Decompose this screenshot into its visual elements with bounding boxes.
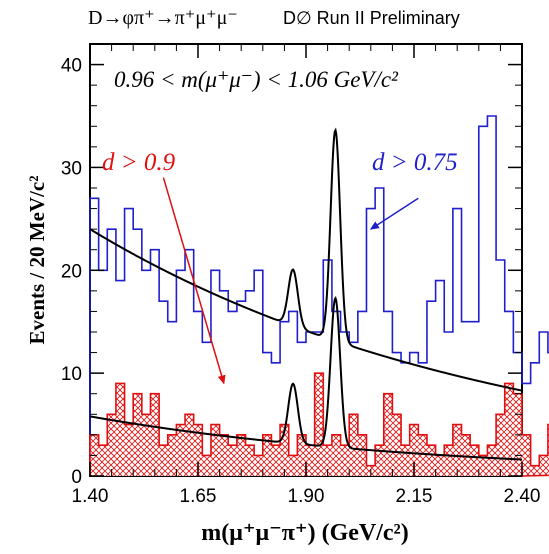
bin-d-0-9-21 — [271, 445, 281, 476]
bin-d-0-9-48 — [504, 383, 514, 476]
y-tick-label-1: 10 — [61, 364, 82, 385]
x-tick-label-4: 2.40 — [504, 486, 541, 507]
bin-d-0-9-29 — [340, 445, 350, 476]
histogram-outline-d-0-75 — [89, 115, 549, 477]
annotation-d-0-9: d > 0.9 — [102, 149, 176, 176]
y-tick-label-4: 40 — [61, 56, 82, 77]
y-axis-label: Events / 20 MeV/c² — [25, 175, 49, 344]
bin-d-0-9-16 — [228, 445, 237, 476]
bin-d-0-9-40 — [435, 455, 445, 476]
bin-d-0-9-14 — [210, 424, 220, 476]
bin-d-0-9-9 — [167, 434, 177, 476]
bin-d-0-9-35 — [392, 414, 402, 476]
x-tick-label-1: 1.65 — [180, 486, 217, 507]
bin-d-0-9-44 — [470, 445, 479, 476]
bin-d-0-9-33 — [375, 445, 384, 476]
x-tick-label-2: 1.90 — [288, 486, 325, 507]
bin-d-0-9-1 — [98, 445, 108, 476]
x-tick-label-3: 2.15 — [396, 486, 433, 507]
fit-curve-d-0-75 — [89, 127, 523, 392]
bin-d-0-9-3 — [115, 383, 125, 476]
annotation-d-0-75: d > 0.75 — [372, 149, 458, 176]
bin-d-0-9-10 — [176, 424, 186, 476]
x-tick-label-0: 1.40 — [72, 486, 109, 507]
process-label: D→φπ⁺→π⁺μ⁺μ⁻ — [88, 7, 238, 29]
bin-d-0-9-6 — [141, 414, 151, 476]
bin-d-0-9-17 — [236, 434, 246, 476]
bin-d-0-9-34 — [383, 393, 393, 476]
bin-d-0-9-20 — [262, 434, 272, 476]
bin-d-0-9-8 — [159, 445, 168, 476]
histogram-layer — [89, 115, 549, 477]
bin-d-0-9-50 — [522, 434, 531, 476]
axis-layer: 1.40 1.65 1.90 2.15 2.40 0 10 20 30 40 — [61, 43, 541, 507]
bin-d-0-9-47 — [496, 414, 505, 476]
annotation-arrow-red — [162, 177, 226, 385]
bin-d-0-9-18 — [245, 445, 255, 476]
fit-curve-d-0-9 — [89, 296, 523, 461]
bin-d-0-9-26 — [314, 373, 324, 476]
bin-d-0-9-36 — [401, 445, 410, 476]
bin-d-0-9-7 — [150, 393, 160, 476]
bin-d-0-9-52 — [539, 455, 548, 476]
bin-d-0-9-30 — [349, 414, 358, 476]
bin-d-0-9-39 — [426, 445, 436, 476]
chart-title: 0.96 < m(μ⁺μ⁻) < 1.06 GeV/c² — [114, 67, 399, 92]
bin-d-0-9-25 — [306, 445, 315, 476]
bin-d-0-9-23 — [288, 455, 298, 476]
bin-d-0-9-51 — [530, 465, 540, 476]
bin-d-0-9-46 — [487, 445, 497, 476]
bin-d-0-9-31 — [357, 434, 367, 476]
bin-d-0-9-37 — [409, 424, 419, 476]
bin-d-0-9-43 — [461, 434, 471, 476]
bin-d-0-9-38 — [418, 434, 427, 476]
bin-d-0-9-41 — [444, 445, 453, 476]
histogram-outline-d-0-9 — [89, 372, 549, 477]
bin-d-0-9-12 — [193, 424, 203, 476]
fit-layer — [89, 127, 523, 461]
x-axis-label: m(μ⁺μ⁻π⁺) (GeV/c²) — [201, 520, 409, 546]
bin-d-0-9-24 — [297, 434, 306, 476]
y-tick-label-2: 20 — [61, 261, 82, 282]
bin-d-0-9-42 — [452, 424, 462, 476]
y-tick-label-3: 30 — [61, 158, 82, 179]
bin-d-0-9-27 — [323, 445, 332, 476]
bin-d-0-9-4 — [124, 424, 134, 476]
bin-d-0-9-11 — [185, 414, 194, 476]
bin-d-0-9-13 — [202, 455, 211, 476]
bin-d-0-9-45 — [478, 455, 488, 476]
bin-d-0-9-15 — [219, 434, 229, 476]
bin-d-0-9-2 — [107, 414, 116, 476]
y-tick-label-0: 0 — [71, 467, 82, 488]
annotation-arrow-blue — [369, 197, 419, 230]
bin-d-0-9-28 — [331, 434, 341, 476]
bin-d-0-9-22 — [280, 424, 289, 476]
bin-d-0-9-19 — [254, 455, 263, 476]
bin-d-0-9-5 — [133, 393, 142, 476]
experiment-label: D∅ Run II Preliminary — [283, 8, 460, 28]
